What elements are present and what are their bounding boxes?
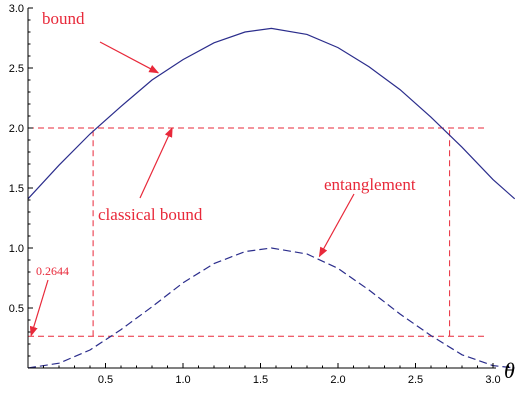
x-tick-label: 1.5 [253,374,268,386]
annotation-value-arrow [29,279,49,337]
y-tick-label: 3.0 [9,3,24,15]
x-tick-label: 2.5 [408,374,423,386]
y-tick-label: 0.5 [9,303,24,315]
series-line-bound [27,27,516,200]
annotation-bound-arrow [99,41,160,74]
reference-lines [28,127,488,337]
annotation-bound-label: bound [42,9,85,28]
x-tick-label: 1.0 [175,374,190,386]
annotation-classical-bound-label: classical bound [98,205,203,224]
y-tick-label: 2.0 [9,123,24,135]
annotation-value-label: 0.2644 [36,264,69,278]
y-tick-label: 2.5 [9,63,24,75]
annotation-entanglement-arrow [318,193,355,258]
series-line-entanglement [27,247,515,369]
x-tick-label: 2.0 [330,374,345,386]
x-axis-variable: θ [504,358,515,383]
annotation-entanglement-label: entanglement [324,175,416,194]
y-tick-label: 1.5 [9,183,24,195]
series-layer [27,27,516,369]
x-tick-label: 3.0 [485,374,500,386]
annotation-classical-bound-arrow [139,127,173,199]
ticks: 0.5 1.0 1.5 2.0 2.5 3.0 0.5 1.0 1.5 2.0 2.5 3.0 [9,3,509,386]
x-tick-label: 0.5 [98,374,113,386]
y-tick-label: 1.0 [9,243,24,255]
